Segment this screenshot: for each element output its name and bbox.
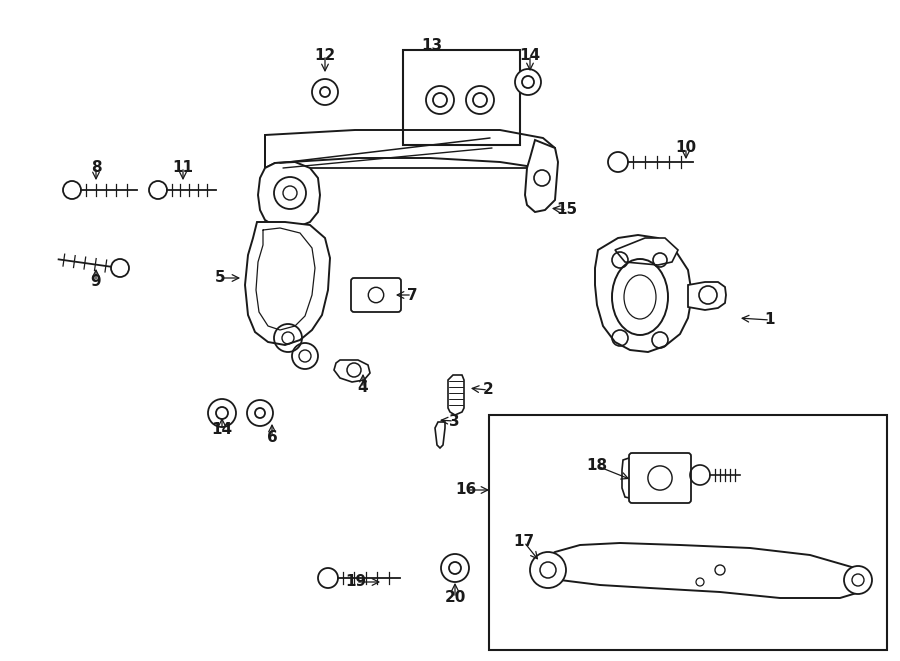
Circle shape [844, 566, 872, 594]
Circle shape [247, 400, 273, 426]
Polygon shape [595, 235, 692, 352]
Text: 3: 3 [449, 414, 459, 428]
Text: 6: 6 [266, 430, 277, 446]
Circle shape [515, 69, 541, 95]
Polygon shape [265, 130, 556, 168]
Text: 4: 4 [357, 381, 368, 395]
Text: 14: 14 [212, 422, 232, 438]
Text: 11: 11 [173, 159, 194, 175]
Text: 18: 18 [587, 459, 608, 473]
Polygon shape [258, 162, 320, 228]
Polygon shape [334, 360, 370, 382]
Text: 16: 16 [455, 483, 477, 498]
Polygon shape [615, 238, 678, 265]
Text: 15: 15 [556, 202, 578, 217]
Text: 13: 13 [421, 38, 443, 52]
Polygon shape [622, 455, 646, 500]
Polygon shape [688, 282, 726, 310]
Bar [489, 415, 887, 650]
Circle shape [441, 554, 469, 582]
Polygon shape [448, 375, 464, 415]
Text: 9: 9 [91, 274, 102, 290]
Bar [403, 50, 520, 145]
Circle shape [312, 79, 338, 105]
FancyBboxPatch shape [629, 453, 691, 503]
Polygon shape [525, 140, 558, 212]
Text: 19: 19 [346, 574, 366, 590]
Text: 7: 7 [407, 288, 418, 303]
Text: 17: 17 [513, 535, 535, 549]
Text: 5: 5 [215, 270, 225, 286]
Polygon shape [435, 422, 445, 448]
Polygon shape [245, 222, 330, 345]
Text: 2: 2 [482, 383, 493, 397]
Circle shape [466, 86, 494, 114]
Text: 12: 12 [314, 48, 336, 63]
Polygon shape [535, 543, 870, 598]
Circle shape [208, 399, 236, 427]
Circle shape [426, 86, 454, 114]
FancyBboxPatch shape [351, 278, 401, 312]
Text: 20: 20 [445, 590, 465, 605]
Text: 10: 10 [675, 141, 697, 155]
Text: 1: 1 [765, 313, 775, 327]
Circle shape [530, 552, 566, 588]
Text: 14: 14 [519, 48, 541, 63]
Text: 8: 8 [91, 159, 102, 175]
